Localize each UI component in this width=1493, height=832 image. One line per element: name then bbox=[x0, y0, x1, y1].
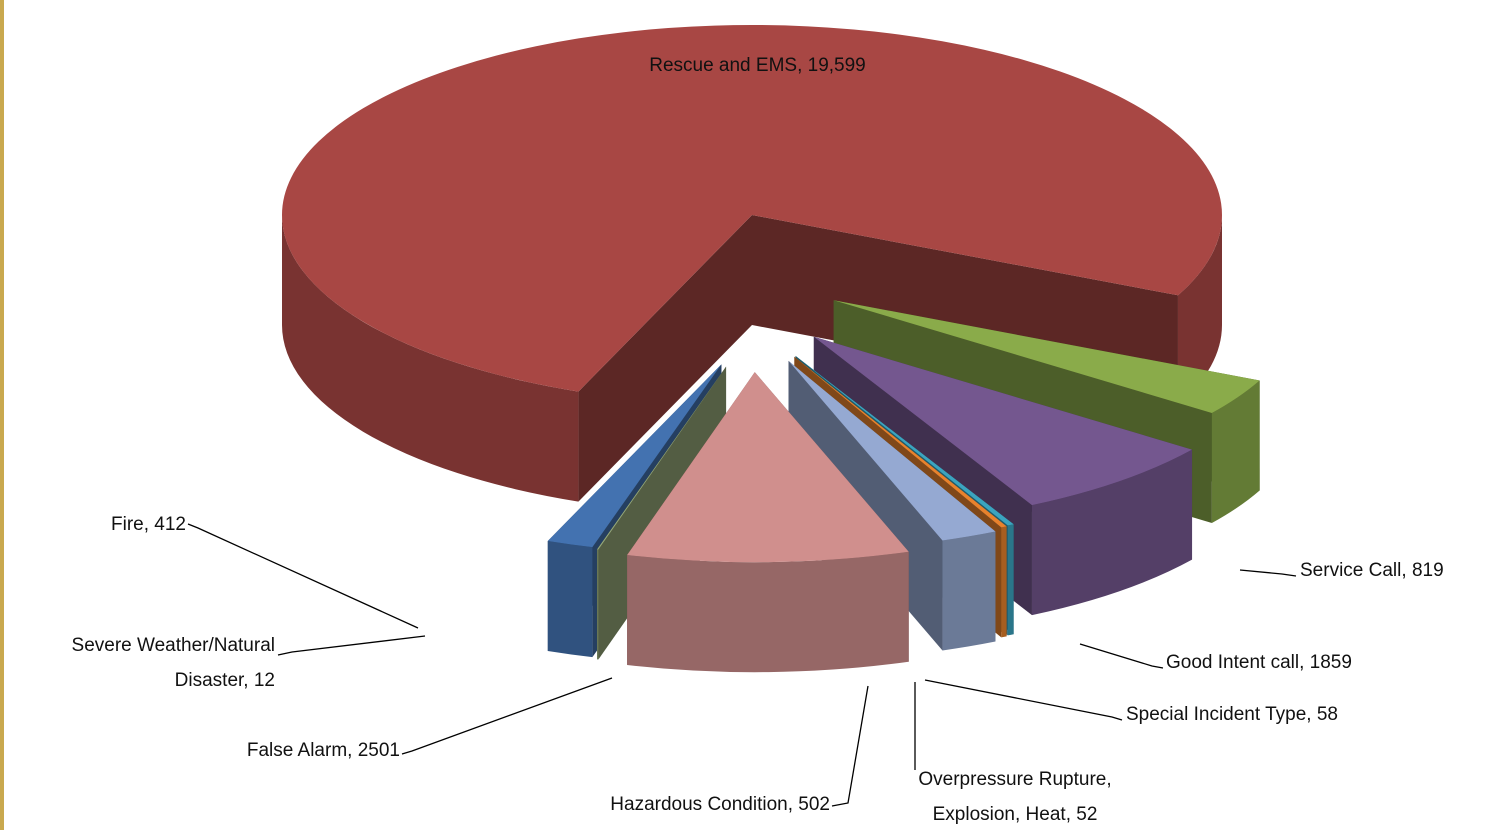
slice-rim bbox=[282, 215, 579, 502]
label-separator: , bbox=[787, 794, 799, 815]
label-value: 502 bbox=[798, 794, 830, 815]
data-label: Fire, 412 bbox=[0, 507, 186, 542]
slice-rim bbox=[627, 551, 909, 673]
data-label: Severe Weather/Natural Disaster, 12 bbox=[0, 628, 275, 698]
leader-line bbox=[924, 679, 1123, 721]
label-category: Good Intent call bbox=[1166, 652, 1300, 673]
label-category: Hazardous Condition bbox=[610, 794, 788, 815]
slice bbox=[547, 364, 722, 548]
leader-line bbox=[277, 635, 426, 656]
label-value: 819 bbox=[1411, 560, 1444, 581]
label-category: Fire bbox=[111, 514, 144, 535]
slice bbox=[794, 356, 1007, 528]
label-separator: , bbox=[797, 55, 808, 76]
label-category: Severe Weather/Natural Disaster bbox=[71, 635, 275, 691]
slice bbox=[813, 336, 1193, 506]
data-label: Good Intent call, 1859 bbox=[1166, 645, 1352, 680]
label-separator: , bbox=[1306, 704, 1317, 725]
slice bbox=[788, 360, 996, 541]
slice bbox=[281, 24, 1222, 392]
data-label: Special Incident Type, 58 bbox=[1126, 697, 1338, 732]
leader-line bbox=[831, 685, 869, 807]
slice-wall bbox=[578, 215, 752, 502]
label-separator: , bbox=[143, 514, 155, 535]
data-label: Overpressure Rupture, Explosion, Heat, 5… bbox=[880, 762, 1150, 832]
slice-rim bbox=[1211, 380, 1260, 524]
slice bbox=[597, 366, 727, 550]
label-value: 1859 bbox=[1309, 652, 1352, 673]
label-category: Overpressure Rupture, Explosion, Heat bbox=[918, 769, 1112, 825]
label-separator: , bbox=[1401, 560, 1412, 581]
data-label: Service Call, 819 bbox=[1300, 553, 1444, 588]
label-value: 412 bbox=[154, 514, 186, 535]
label-value: 2501 bbox=[357, 740, 400, 761]
label-value: 12 bbox=[253, 670, 275, 691]
label-separator: , bbox=[1299, 652, 1310, 673]
slice-rim bbox=[1031, 449, 1193, 616]
slice bbox=[627, 372, 909, 563]
slice-rim bbox=[942, 531, 996, 651]
frame-edge bbox=[0, 0, 4, 830]
leader-line bbox=[1079, 643, 1164, 669]
label-value: 58 bbox=[1316, 704, 1338, 725]
leader-lines bbox=[187, 523, 1297, 807]
leader-line bbox=[401, 677, 613, 755]
label-value: 19,599 bbox=[807, 55, 866, 76]
slice-rim bbox=[1177, 215, 1222, 406]
slice-rim bbox=[597, 549, 599, 660]
leader-line bbox=[1239, 569, 1297, 577]
label-separator: , bbox=[1065, 804, 1077, 825]
data-label: False Alarm, 2501 bbox=[0, 733, 400, 768]
label-category: Rescue and EMS bbox=[649, 55, 798, 76]
data-label: Hazardous Condition, 502 bbox=[430, 787, 830, 822]
slice-rim bbox=[1007, 524, 1014, 636]
leader-line bbox=[187, 523, 419, 629]
label-separator: , bbox=[243, 670, 254, 691]
data-label: Rescue and EMS, 19,599 bbox=[500, 48, 1015, 83]
label-category: Special Incident Type bbox=[1126, 704, 1307, 725]
label-category: False Alarm bbox=[246, 740, 348, 761]
slice bbox=[795, 355, 1014, 526]
label-separator: , bbox=[347, 740, 358, 761]
label-category: Service Call bbox=[1300, 560, 1402, 581]
label-value: 52 bbox=[1076, 804, 1098, 825]
slice bbox=[833, 300, 1260, 414]
slice-rim bbox=[547, 540, 593, 658]
slice-rim bbox=[1001, 526, 1007, 638]
